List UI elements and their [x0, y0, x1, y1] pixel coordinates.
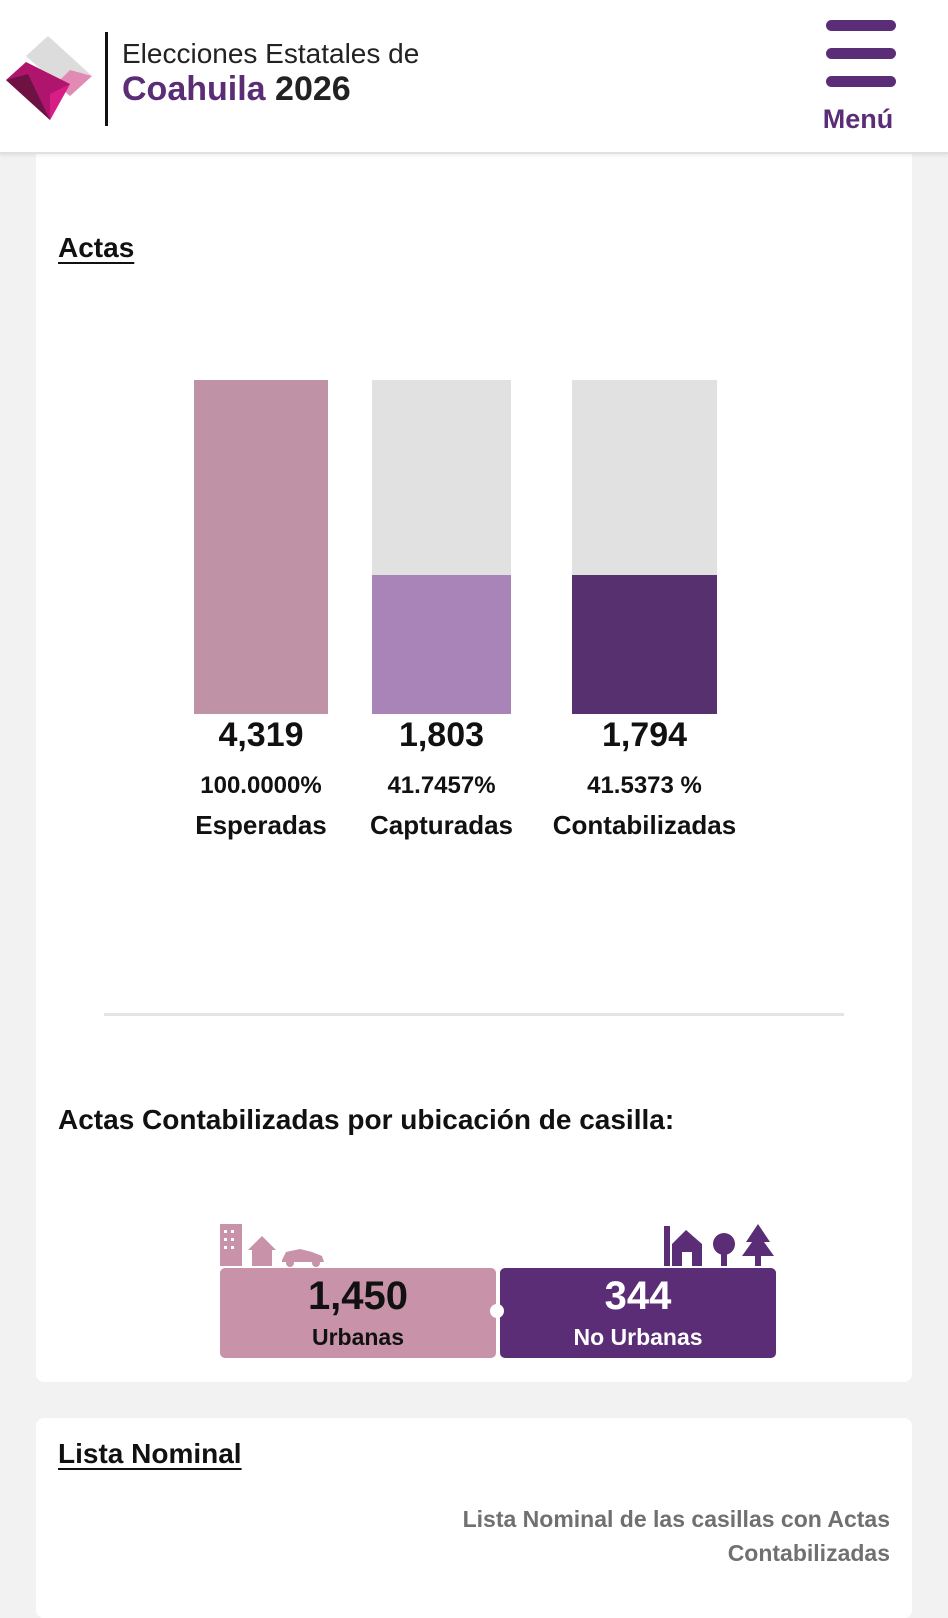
lista-nominal-card: Lista Nominal Lista Nominal de las casil… — [36, 1418, 912, 1618]
lista-nominal-note-line2: Contabilizadas — [727, 1540, 890, 1566]
urban-icons — [220, 1224, 324, 1267]
divider-dot — [490, 1304, 504, 1318]
bar-capturadas[interactable] — [372, 575, 511, 714]
no-urbanas-label: No Urbanas — [573, 1324, 703, 1350]
rural-icons — [664, 1224, 774, 1266]
pine-tree-icon — [742, 1224, 774, 1266]
farm-barn-icon — [664, 1226, 702, 1266]
header-year: 2026 — [275, 70, 351, 108]
urbanas-box: 1,450 Urbanas — [220, 1268, 496, 1358]
lista-nominal-note-line1: Lista Nominal de las casillas con Actas — [462, 1506, 890, 1532]
header-state-name: Coahuila — [122, 70, 266, 108]
bar-label-contabilizadas: Contabilizadas — [552, 810, 737, 840]
actas-title: Actas — [58, 232, 135, 263]
menu-label: Menú — [822, 104, 894, 134]
lista-nominal-title: Lista Nominal — [58, 1438, 242, 1469]
tree-icon — [713, 1233, 735, 1266]
app-header: Elecciones Estatales de Coahuila 2026 Me… — [0, 0, 948, 154]
bar-esperadas[interactable] — [194, 380, 328, 714]
urbanas-value: 1,450 — [307, 1274, 409, 1318]
logo-divider — [105, 32, 108, 126]
bar-contabilizadas[interactable] — [572, 575, 717, 714]
bar-percent-capturadas: 41.7457% — [387, 772, 496, 799]
car-icon — [282, 1249, 324, 1267]
building-icon — [220, 1224, 242, 1266]
ine-logo-icon[interactable] — [6, 34, 96, 124]
bar-label-esperadas: Esperadas — [195, 810, 327, 840]
bar-value-esperadas: 4,319 — [218, 716, 304, 754]
section-divider — [104, 1013, 844, 1016]
bar-label-capturadas: Capturadas — [369, 810, 514, 840]
lista-nominal-note: Lista Nominal de las casillas con Actas … — [410, 1502, 890, 1570]
urbanas-label: Urbanas — [311, 1324, 405, 1350]
header-subtitle: Coahuila 2026 — [122, 70, 351, 109]
actas-card: Actas 4,319 100.0000% Esperadas 1,803 41.745… — [36, 120, 912, 1382]
bar-percent-contabilizadas: 41.5373 % — [587, 772, 702, 799]
actas-bar-chart: 4,319 100.0000% Esperadas 1,803 41.7457% Capt… — [36, 120, 912, 880]
bar-value-capturadas: 1,803 — [398, 716, 485, 754]
header-title: Elecciones Estatales de — [122, 38, 420, 69]
house-icon — [248, 1236, 276, 1266]
no-urbanas-value: 344 — [604, 1274, 672, 1318]
menu-button[interactable]: Menú — [818, 18, 898, 138]
ubicacion-title: Actas Contabilizadas por ubicación de ca… — [58, 1104, 675, 1135]
bar-percent-esperadas: 100.0000% — [200, 772, 322, 799]
bar-value-contabilizadas: 1,794 — [601, 716, 688, 754]
no-urbanas-box: 344 No Urbanas — [500, 1268, 776, 1358]
